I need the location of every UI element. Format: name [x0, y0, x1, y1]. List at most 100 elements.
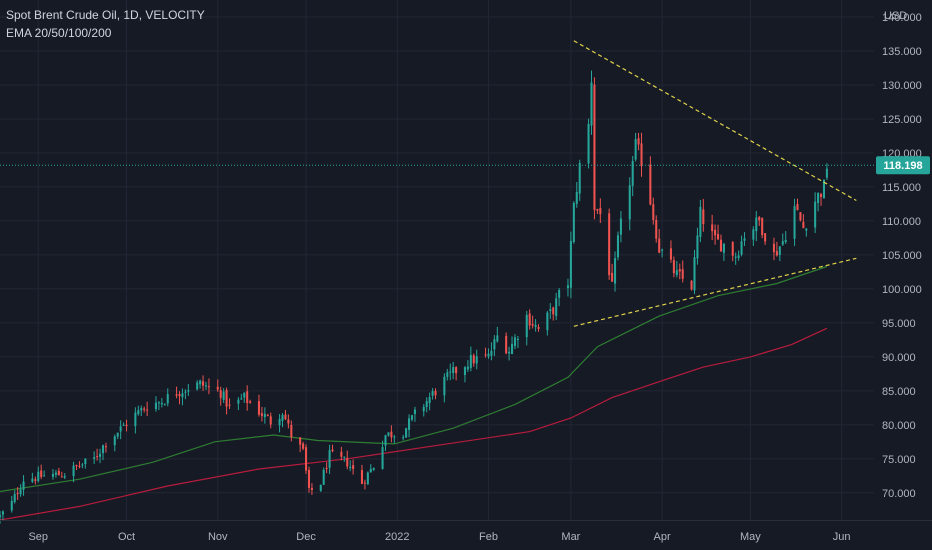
candle-down: [717, 234, 720, 240]
candle-up: [157, 402, 160, 404]
candle-up: [743, 238, 746, 241]
candle-down: [78, 465, 81, 467]
candle-down: [360, 469, 363, 484]
candle-down: [596, 208, 599, 211]
candle-down: [637, 138, 640, 145]
y-tick-label: 125.000: [882, 114, 922, 126]
candle-down: [799, 212, 802, 221]
candle-up: [555, 298, 558, 317]
candle-down: [125, 424, 128, 427]
x-tick-label: May: [740, 531, 761, 543]
candle-up: [410, 415, 414, 420]
candle-down: [40, 470, 43, 477]
candle-up: [740, 241, 743, 255]
ema-line: [0, 327, 828, 521]
last-price-badge[interactable]: [876, 156, 930, 175]
candle-up: [99, 453, 102, 457]
candle-down: [16, 493, 19, 495]
candle-up: [184, 391, 187, 393]
candle-up: [778, 246, 781, 255]
candle-up: [631, 160, 634, 186]
candle-down: [669, 248, 672, 260]
candle-up: [19, 489, 22, 495]
candle-down: [57, 470, 60, 476]
candle-down: [649, 164, 652, 205]
candle-down: [505, 335, 508, 354]
candle-up: [752, 229, 755, 240]
candle-up: [734, 256, 737, 258]
candle-up: [408, 418, 411, 430]
candle-down: [484, 354, 487, 356]
candle-up: [487, 353, 490, 357]
candle-up: [578, 162, 581, 194]
x-tick-label: 2022: [385, 531, 409, 543]
candle-down: [655, 219, 658, 239]
candle-up: [446, 372, 449, 377]
symbol-title[interactable]: Spot Brent Crude Oil, 1D, VELOCITY: [6, 8, 205, 22]
y-tick-label: 110.000: [882, 216, 921, 228]
candle-down: [269, 416, 272, 425]
candle-down: [528, 313, 531, 326]
candle-up: [322, 469, 325, 485]
trendline-lower-support[interactable]: [573, 257, 857, 327]
candle-up: [661, 249, 664, 251]
candle-up: [54, 472, 57, 475]
candle-up: [101, 445, 105, 454]
candle-up: [243, 392, 246, 398]
candle-up: [575, 192, 578, 204]
trendline-upper-resistance[interactable]: [573, 40, 857, 202]
candle-up: [1, 511, 4, 515]
candle-up: [784, 239, 787, 243]
candle-up: [72, 465, 75, 477]
candle-down: [146, 409, 149, 411]
candle-up: [13, 494, 16, 502]
candles: [0, 70, 828, 524]
candle-up: [508, 351, 511, 354]
candle-down: [802, 221, 805, 229]
candle-down: [284, 414, 287, 420]
candle-up: [349, 466, 352, 468]
candle-down: [608, 213, 611, 276]
candle-up: [187, 390, 190, 392]
candle-up: [166, 394, 169, 404]
candle-up: [240, 398, 243, 400]
candle-up: [384, 435, 387, 446]
candle-up: [572, 202, 575, 243]
candle-down: [202, 381, 205, 386]
candle-up: [566, 285, 569, 289]
indicator-label[interactable]: EMA 20/50/100/200: [6, 26, 112, 40]
y-tick-label: 140.000: [882, 12, 922, 24]
candle-up: [387, 432, 390, 436]
candle-up: [119, 426, 122, 432]
candle-up: [422, 406, 425, 412]
candle-down: [690, 280, 693, 290]
candle-up: [558, 290, 561, 298]
price-axis[interactable]: USD 140.000135.000130.000125.000120.0001…: [876, 10, 930, 500]
y-tick-label: 70.000: [882, 488, 916, 500]
candle-up: [511, 343, 514, 355]
candle-up: [116, 432, 119, 437]
candle-up: [587, 124, 590, 164]
candle-down: [672, 260, 675, 274]
candle-down: [34, 479, 37, 481]
candle-up: [381, 447, 384, 469]
candle-up: [496, 335, 499, 342]
candle-down: [207, 386, 210, 388]
candle-up: [405, 428, 408, 438]
candle-up: [696, 235, 699, 259]
candle-up: [634, 139, 637, 160]
candle-up: [569, 240, 572, 288]
candle-up: [81, 464, 84, 466]
candle-up: [0, 515, 2, 518]
candle-down: [307, 469, 311, 488]
x-tick-label: Jun: [833, 531, 851, 543]
candle-down: [257, 401, 260, 415]
candle-up: [425, 401, 428, 408]
time-axis[interactable]: Sep Oct Nov Dec 2022 Feb Mar Apr May Jun: [0, 520, 932, 544]
ema-lines: [0, 265, 828, 521]
chart-legend: Spot Brent Crude Oil, 1D, VELOCITY EMA 2…: [6, 6, 205, 42]
candle-up: [93, 457, 96, 459]
x-tick-label: Apr: [654, 531, 671, 543]
